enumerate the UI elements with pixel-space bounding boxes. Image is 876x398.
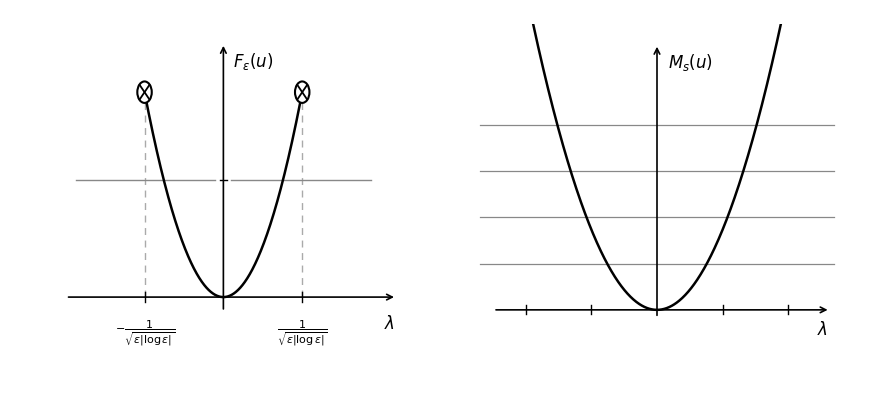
Text: $\dfrac{1}{\sqrt{\varepsilon|\log \varepsilon|}}$: $\dfrac{1}{\sqrt{\varepsilon|\log \varep…	[277, 318, 328, 348]
Text: $\lambda$: $\lambda$	[384, 315, 394, 333]
Text: $F_{\varepsilon}(u)$: $F_{\varepsilon}(u)$	[233, 51, 273, 72]
Circle shape	[138, 82, 152, 103]
Text: $M_s(u)$: $M_s(u)$	[668, 53, 712, 74]
Circle shape	[295, 82, 309, 103]
Text: $-\dfrac{1}{\sqrt{\varepsilon|\log \varepsilon|}}$: $-\dfrac{1}{\sqrt{\varepsilon|\log \vare…	[115, 318, 174, 348]
Text: $\lambda$: $\lambda$	[817, 321, 828, 339]
